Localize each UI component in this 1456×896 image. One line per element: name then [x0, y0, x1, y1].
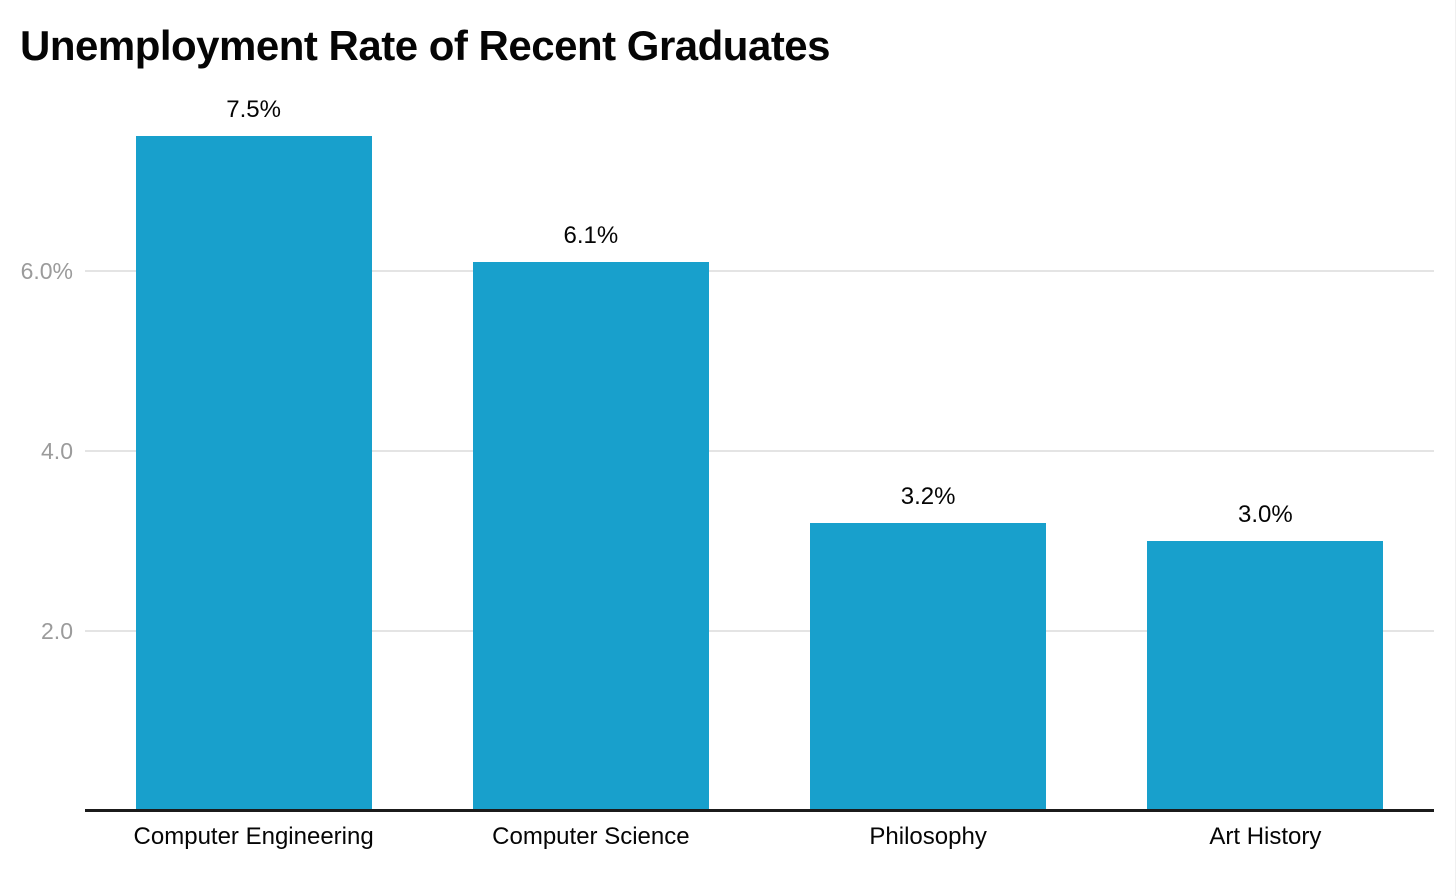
bar — [1147, 541, 1384, 811]
x-category-label: Computer Engineering — [133, 823, 374, 850]
gridline — [85, 630, 1434, 632]
bar-value-label: 3.2% — [900, 483, 956, 510]
y-tick-label: 6.0% — [20, 258, 73, 284]
bar — [810, 523, 1047, 811]
x-category-label: Philosophy — [869, 823, 987, 850]
x-category-label: Computer Science — [492, 823, 690, 850]
y-tick-label: 4.0 — [41, 438, 73, 464]
bar-value-label: 3.0% — [1238, 501, 1293, 528]
bar-value-label: 7.5% — [226, 96, 281, 123]
x-axis-line — [85, 809, 1434, 812]
bar-value-label: 6.1% — [563, 222, 619, 249]
gridline — [85, 270, 1434, 272]
gridline — [85, 450, 1434, 452]
x-category-label: Art History — [1209, 823, 1322, 850]
chart-title: Unemployment Rate of Recent Graduates — [20, 22, 831, 69]
bar — [135, 136, 372, 811]
y-tick-label: 2.0 — [41, 618, 73, 644]
bar — [472, 262, 709, 811]
